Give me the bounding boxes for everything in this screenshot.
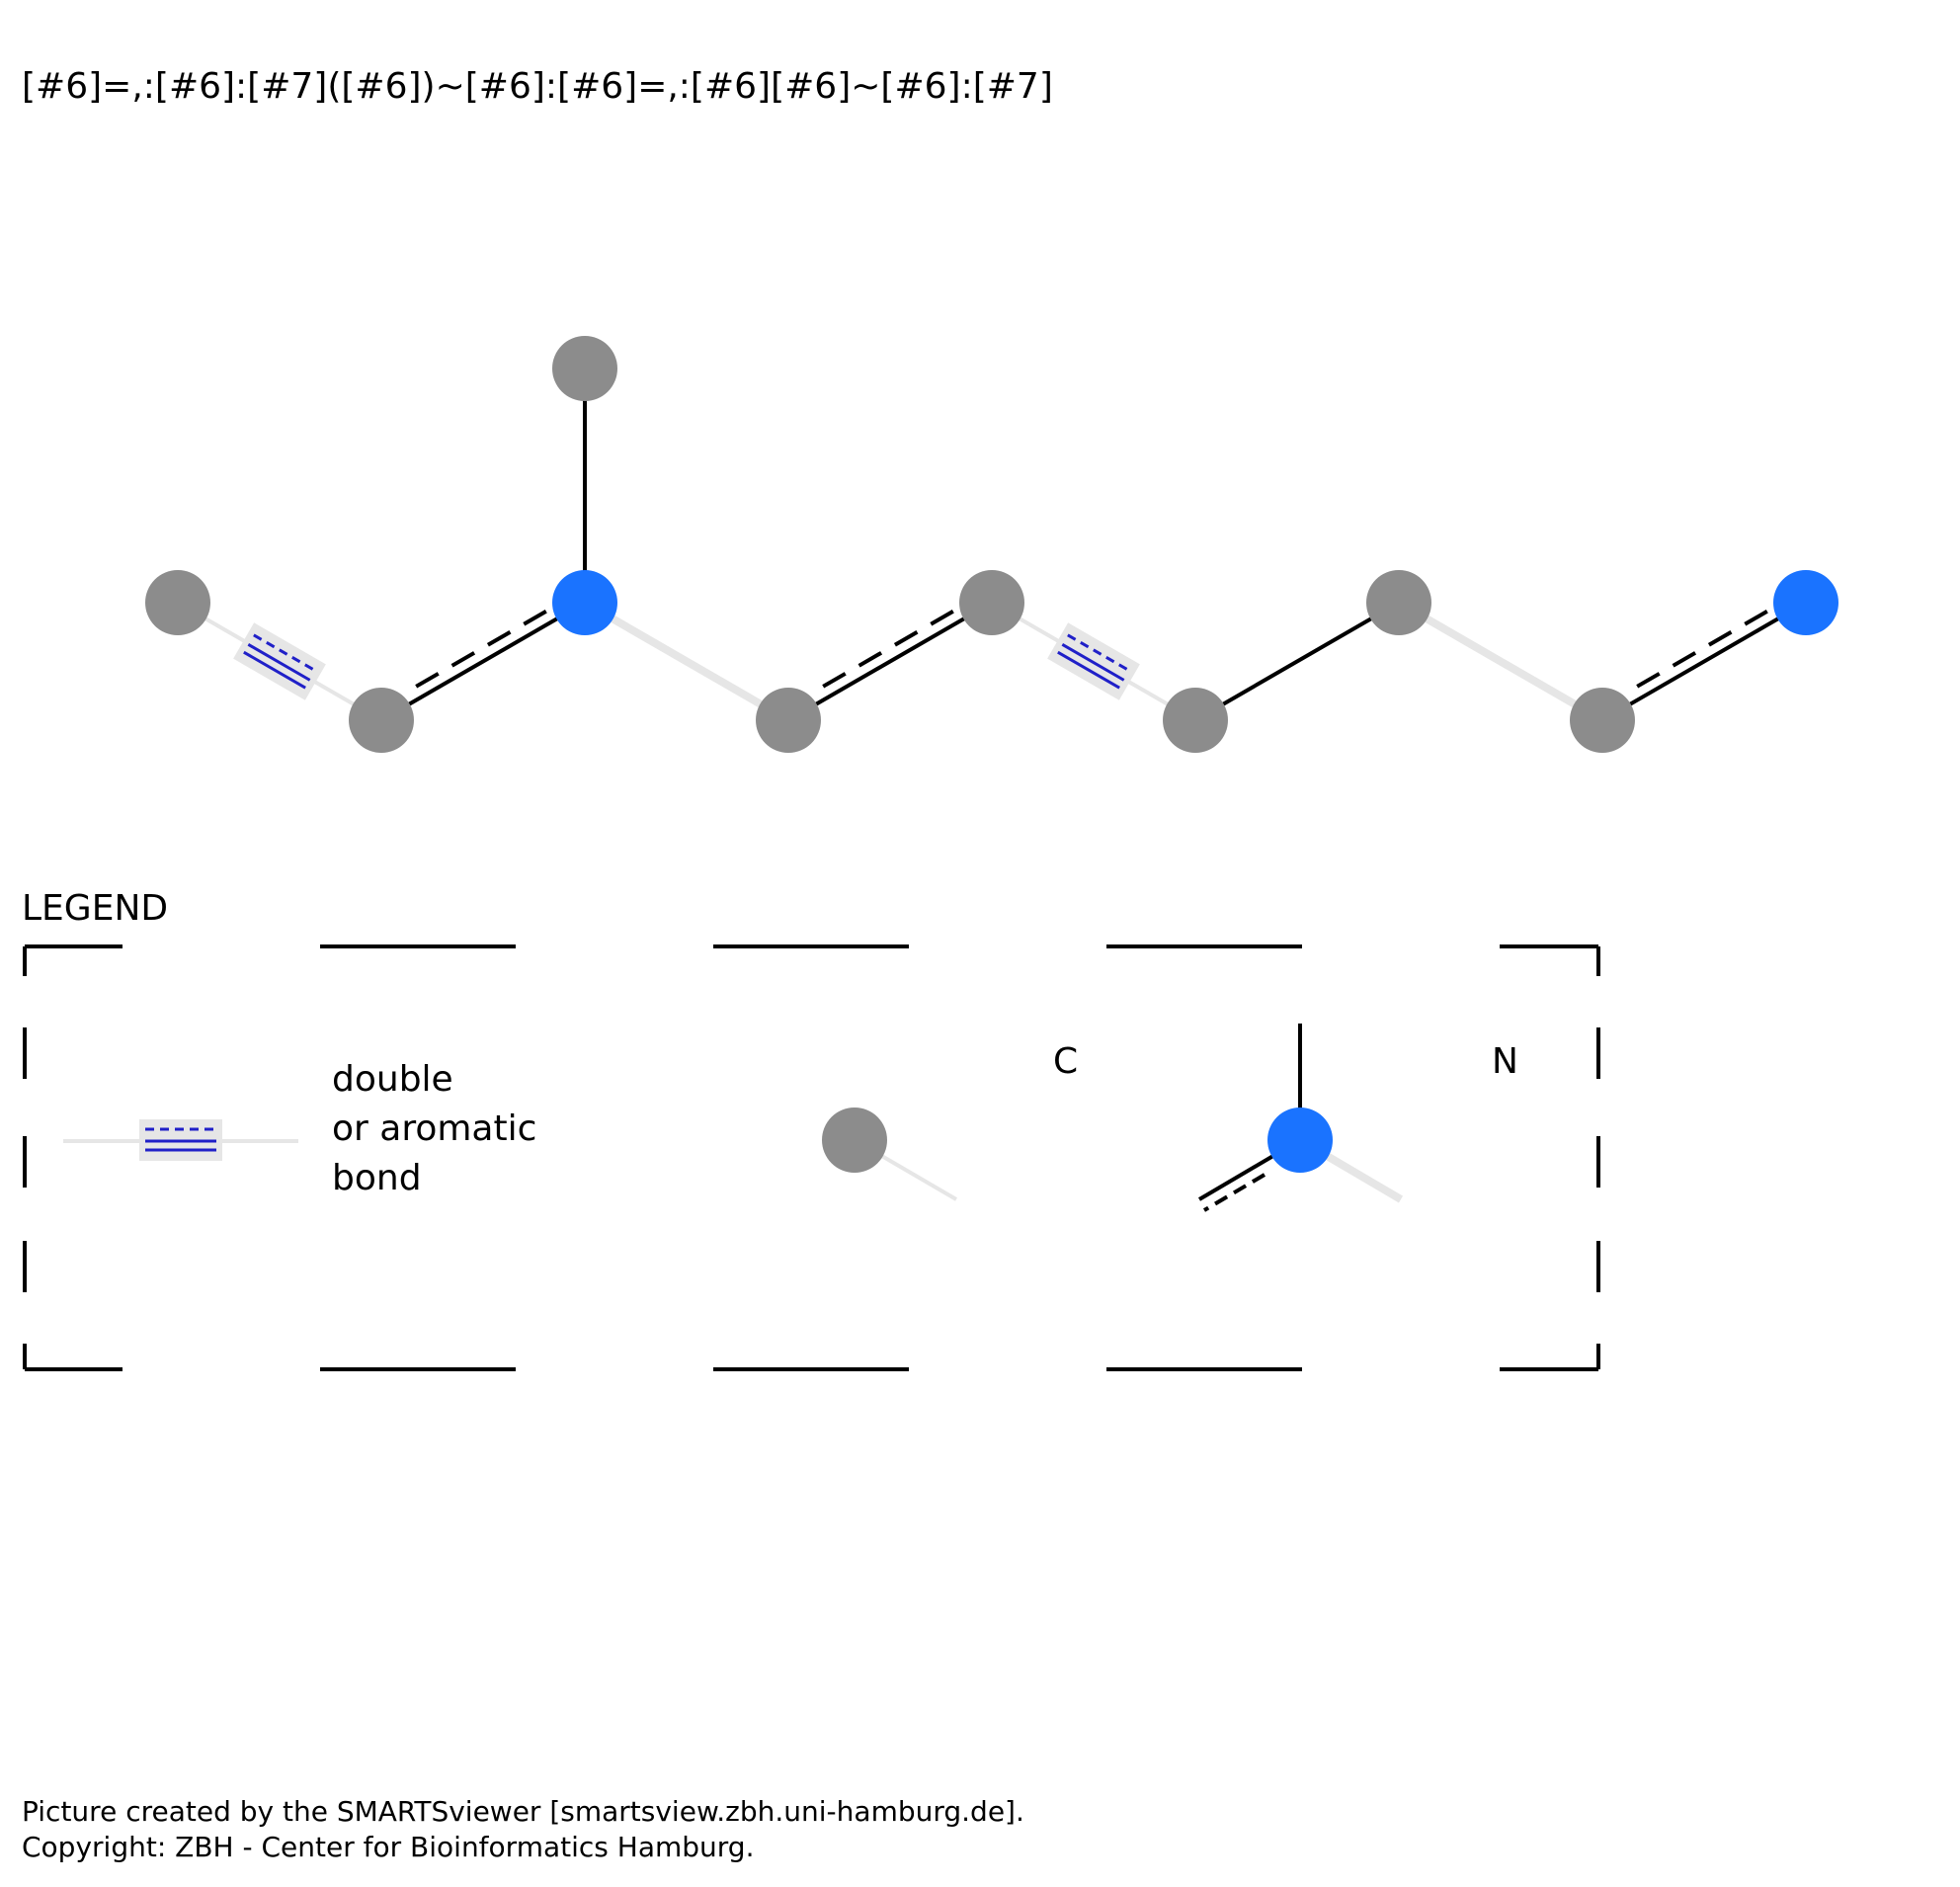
carbon-atom-a0 — [145, 570, 210, 635]
bond-a9-a10-dashed — [1636, 608, 1771, 689]
footer-credits: Picture created by the SMARTSviewer [sma… — [22, 1794, 1024, 1865]
bond-a1-a2-solid — [379, 601, 587, 722]
bond-a7-a8 — [1396, 599, 1605, 724]
legend-nitrogen-atom — [1267, 1108, 1333, 1173]
carbon-atom-a4 — [756, 688, 821, 753]
bond-layer — [176, 369, 1808, 724]
legend-frame — [23, 944, 1600, 1371]
bond-a6-a7 — [1193, 601, 1401, 722]
bond-a4-a5 — [786, 601, 994, 722]
bond-a5-a6 — [990, 601, 1197, 722]
bond-a4-a5-dashed — [822, 608, 957, 689]
legend-bond-label-line-2: or aromatic — [332, 1108, 537, 1149]
nitrogen-atom-a10 — [1773, 570, 1838, 635]
bond-a0-a1 — [176, 601, 383, 722]
bond-a6-a7-line — [1193, 601, 1401, 722]
legend-bond-sample — [63, 1119, 298, 1161]
bond-a5-a6-marker-dashed — [1067, 633, 1130, 673]
bond-a5-a6-marker — [1047, 622, 1140, 700]
carbon-atom-a3 — [552, 336, 617, 401]
bond-a0-a1-marker-dashed — [253, 633, 316, 673]
legend-atom-c-label: C — [1053, 1041, 1079, 1082]
bond-a2-a4-line — [582, 599, 791, 724]
legend-bond-label-line-3: bond — [332, 1158, 422, 1198]
bond-a2-a4 — [582, 599, 791, 724]
carbon-atom-a8 — [1570, 688, 1635, 753]
footer-line-2: Copyright: ZBH - Center for Bioinformati… — [22, 1831, 755, 1863]
legend-carbon-atom — [822, 1108, 887, 1173]
bond-a0-a1-marker-line-1 — [247, 643, 311, 682]
legend-atom-n-sample — [1197, 1024, 1404, 1212]
atom-layer — [145, 336, 1838, 753]
bond-a5-a6-marker-line-2 — [1057, 650, 1120, 690]
legend-heading: LEGEND — [22, 888, 169, 929]
bond-a5-a6-marker-line-1 — [1061, 643, 1125, 682]
bond-a4-a5-solid — [786, 601, 994, 722]
carbon-atom-a1 — [349, 688, 414, 753]
carbon-atom-a5 — [959, 570, 1024, 635]
bond-a1-a2 — [379, 601, 587, 722]
carbon-atom-a7 — [1366, 570, 1431, 635]
bond-a0-a1-marker — [233, 622, 326, 700]
bond-a7-a8-line — [1396, 599, 1605, 724]
nitrogen-atom-a2 — [552, 570, 617, 635]
legend-atom-c-sample — [822, 1108, 958, 1201]
bond-a9-a10-solid — [1600, 601, 1808, 722]
bond-a9-a10 — [1600, 601, 1808, 722]
footer-line-1: Picture created by the SMARTSviewer [sma… — [22, 1795, 1024, 1828]
carbon-atom-a6 — [1163, 688, 1228, 753]
legend-bond-label-line-1: double — [332, 1059, 453, 1100]
legend-atom-n-label: N — [1492, 1041, 1518, 1082]
bond-a0-a1-marker-line-2 — [243, 650, 306, 690]
bond-a1-a2-dashed — [415, 608, 550, 689]
legend-atom-n-bond-aromatic-dashed — [1202, 1173, 1266, 1212]
smarts-pattern-title: [#6]=,:[#6]:[#7]([#6])~[#6]:[#6]=,:[#6][… — [22, 66, 1053, 107]
legend-bond-label: double or aromatic bond — [332, 1055, 536, 1203]
